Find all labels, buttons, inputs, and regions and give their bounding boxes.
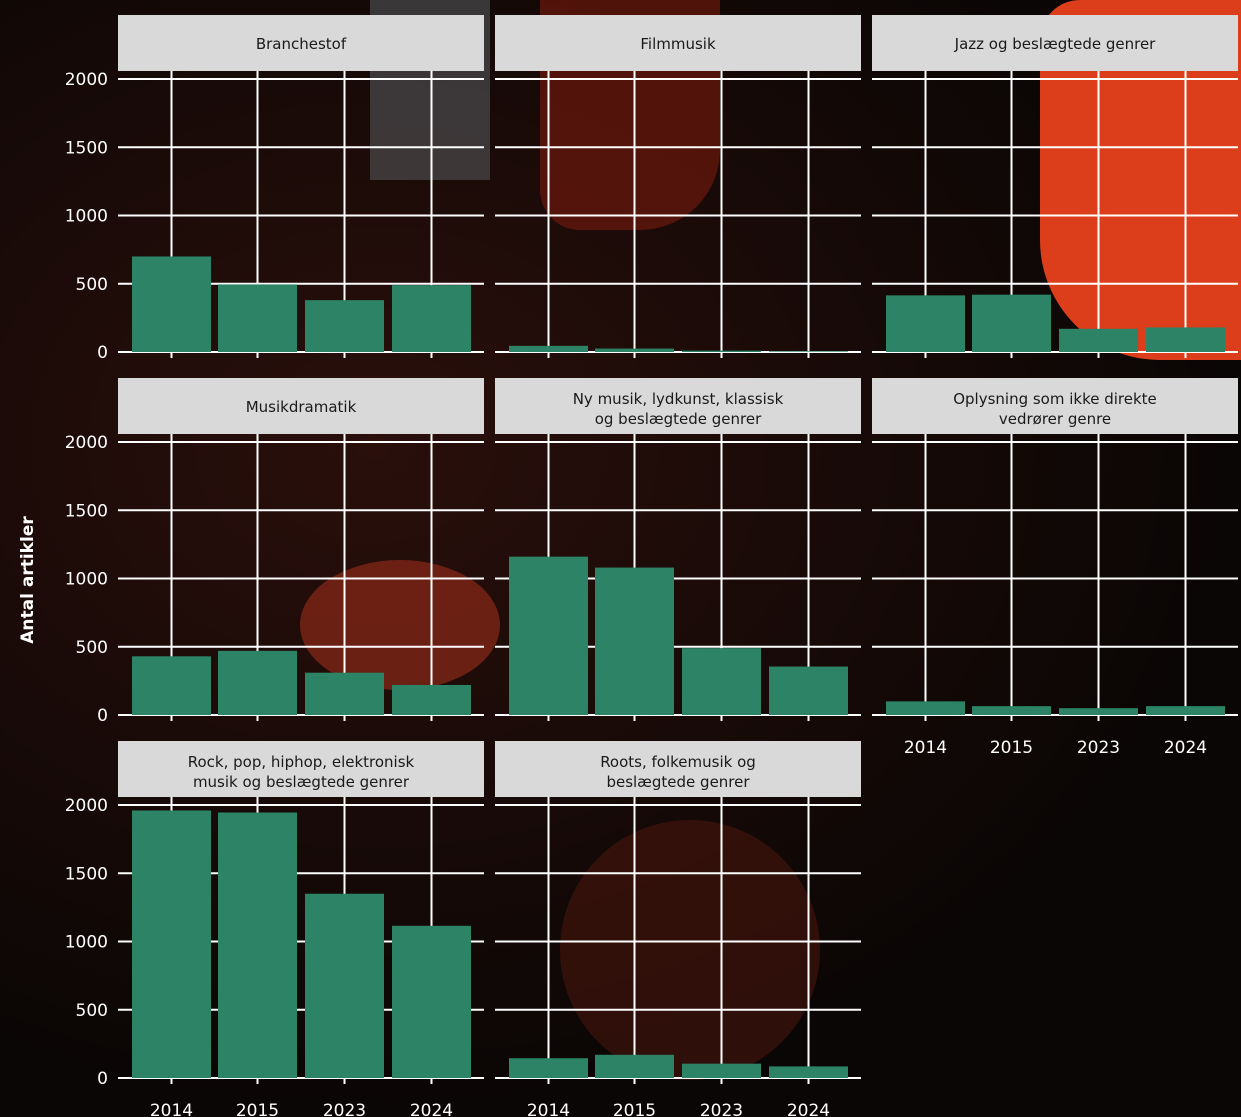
bar	[595, 348, 674, 352]
bar	[886, 701, 965, 715]
x-tick-label: 2024	[787, 1101, 830, 1117]
panel-title: Jazz og beslægtede genrer	[954, 35, 1157, 53]
panel-strip	[495, 378, 861, 434]
panel-title: beslægtede genrer	[606, 773, 750, 791]
bar	[392, 285, 471, 352]
y-axis-label: Antal artikler	[18, 516, 38, 644]
panel-title: Roots, folkemusik og	[600, 753, 756, 771]
x-tick-label: 2024	[1164, 738, 1207, 758]
y-tick-label: 0	[97, 706, 108, 726]
bar	[218, 284, 297, 352]
bar	[972, 294, 1051, 352]
panel-strip	[118, 15, 484, 71]
bar	[595, 1054, 674, 1078]
y-tick-label: 500	[76, 1001, 108, 1021]
bar	[305, 300, 384, 352]
y-tick-label: 1000	[65, 570, 108, 590]
y-tick-label: 0	[97, 343, 108, 363]
bar	[682, 350, 761, 352]
y-tick-label: 500	[76, 275, 108, 295]
panel-strip	[118, 378, 484, 434]
bar	[1146, 327, 1225, 352]
x-tick-label: 2023	[323, 1101, 366, 1117]
bar	[305, 893, 384, 1078]
y-tick-label: 2000	[65, 70, 108, 90]
x-tick-label: 2015	[990, 738, 1033, 758]
panel-strip	[495, 15, 861, 71]
bar	[218, 812, 297, 1078]
bar	[392, 684, 471, 715]
panel-title: Ny musik, lydkunst, klassisk	[573, 390, 784, 408]
y-tick-label: 500	[76, 638, 108, 658]
x-tick-label: 2024	[410, 1101, 453, 1117]
x-tick-label: 2014	[904, 738, 947, 758]
panel-title: Rock, pop, hiphop, elektronisk	[188, 753, 415, 771]
bar	[682, 1063, 761, 1078]
panel-strip	[118, 741, 484, 797]
panel-title: vedrører genre	[999, 410, 1111, 428]
x-tick-label: 2014	[527, 1101, 570, 1117]
bar	[682, 648, 761, 715]
panel-title: Branchestof	[256, 35, 347, 53]
bar	[132, 656, 211, 715]
bar	[769, 1066, 848, 1078]
panel-strip	[872, 378, 1238, 434]
bar	[305, 672, 384, 715]
y-tick-label: 1500	[65, 138, 108, 158]
y-tick-label: 0	[97, 1069, 108, 1089]
x-tick-label: 2014	[150, 1101, 193, 1117]
bar	[132, 810, 211, 1078]
y-tick-label: 1500	[65, 501, 108, 521]
bar	[1146, 706, 1225, 715]
x-tick-label: 2015	[236, 1101, 279, 1117]
bar	[132, 256, 211, 352]
bar	[972, 706, 1051, 715]
y-tick-label: 2000	[65, 796, 108, 816]
bar	[769, 666, 848, 715]
bar	[392, 925, 471, 1078]
x-tick-label: 2023	[1077, 738, 1120, 758]
panel-title: og beslægtede genrer	[595, 410, 762, 428]
panel-strip	[872, 15, 1238, 71]
bar	[595, 567, 674, 715]
bar	[509, 345, 588, 352]
panel-title: Oplysning som ikke direkte	[953, 390, 1157, 408]
y-tick-label: 2000	[65, 433, 108, 453]
panel-title: musik og beslægtede genrer	[193, 773, 410, 791]
panel-title: Filmmusik	[640, 35, 716, 53]
y-tick-label: 1500	[65, 864, 108, 884]
bar	[886, 295, 965, 352]
panel-strip	[495, 741, 861, 797]
bar	[1059, 708, 1138, 715]
bar	[1059, 328, 1138, 352]
bar	[509, 556, 588, 715]
panel-title: Musikdramatik	[246, 398, 357, 416]
x-tick-label: 2023	[700, 1101, 743, 1117]
y-tick-label: 1000	[65, 207, 108, 227]
bar	[218, 650, 297, 715]
bar	[769, 351, 848, 352]
x-tick-label: 2015	[613, 1101, 656, 1117]
y-tick-label: 1000	[65, 933, 108, 953]
bar	[509, 1058, 588, 1078]
